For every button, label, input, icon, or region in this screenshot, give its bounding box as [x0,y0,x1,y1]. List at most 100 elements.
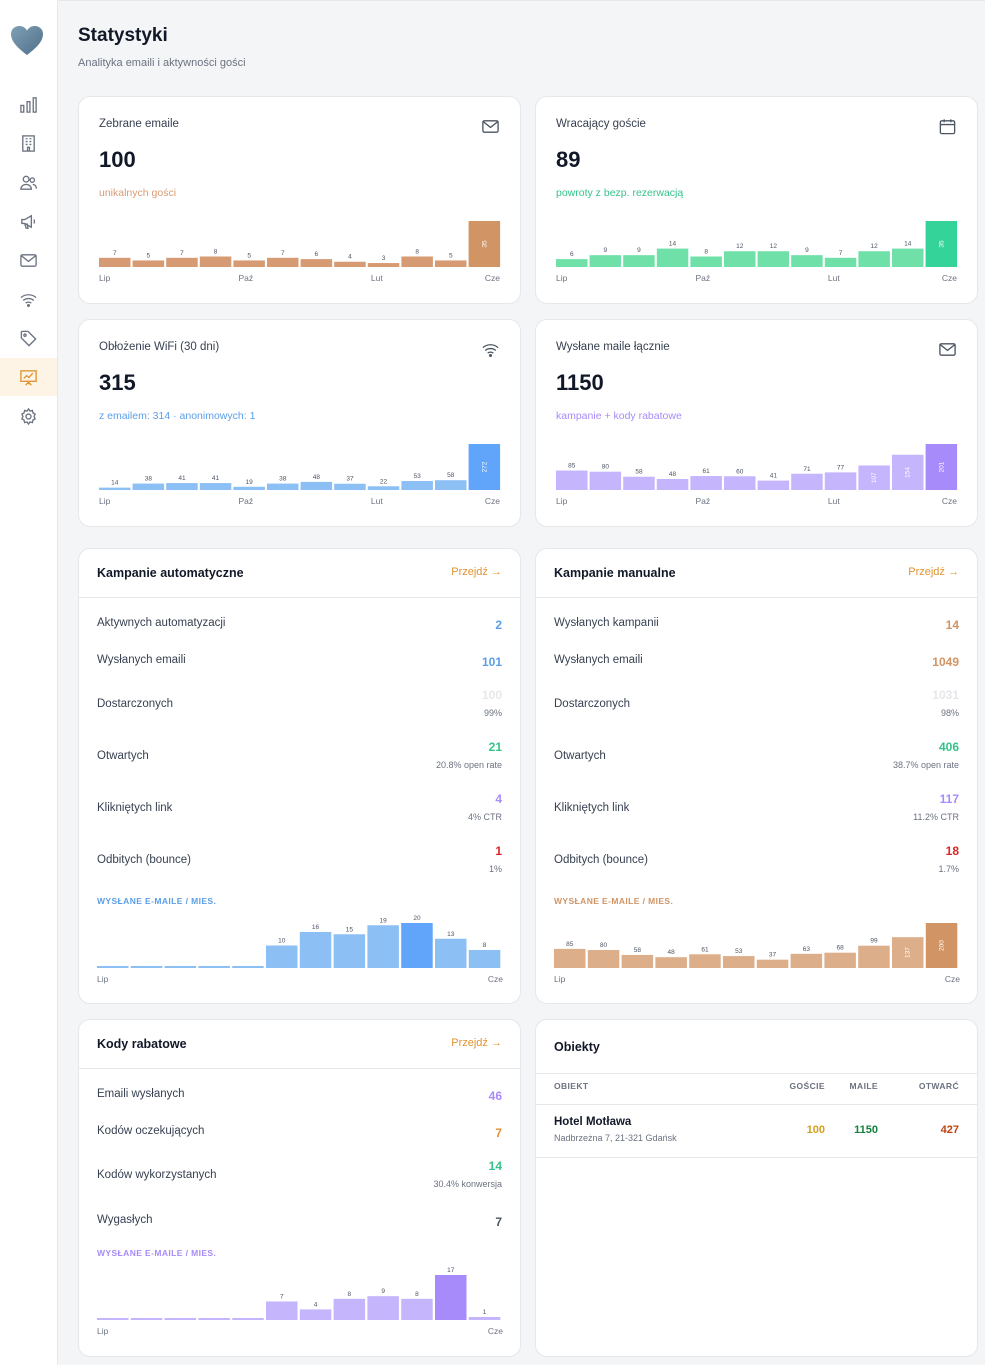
bar [267,483,299,490]
bar [299,1309,332,1320]
bar [556,259,588,267]
returning-bar-chart: 6 9 9 14 8 12 12 9 7 12 14 35 Lip Paź Lut Cze [556,221,957,283]
bar [232,1318,264,1320]
object-guests: 100 [806,1124,825,1136]
x-axis-label: Cze [485,496,500,506]
main-content: Statystyki Analityka emaili i aktywności… [59,0,985,1365]
bar-label: 201 [938,461,945,472]
stat-label: Zebrane emaile [99,118,179,130]
bar-label: 38 [279,476,287,483]
bar-label: 14 [111,480,119,487]
nav-wifi[interactable] [0,280,57,318]
nav-mail[interactable] [0,241,57,279]
metric-value: 117 [939,792,959,806]
mail-icon [939,343,956,356]
metric-label: Klikniętych link [97,802,173,814]
bar-label: 8 [415,1291,419,1298]
bar-label: 37 [769,952,777,959]
bar [621,954,654,968]
divider [536,1073,977,1074]
bar-label: 8 [415,248,419,255]
bar-label: 7 [839,250,843,257]
bar [233,260,265,267]
x-axis-label: Lut [371,496,383,506]
x-axis-label: Cze [942,273,957,283]
nav-guests[interactable] [0,163,57,201]
bar-label: 7 [113,250,117,257]
stat-card-wifi: Obłożenie WiFi (30 dni) 315 z emailem: 3… [78,319,521,527]
metric-value: 14 [488,1159,502,1173]
heart-logo[interactable] [10,24,44,58]
bar [97,966,129,968]
nav-stats-bars[interactable] [0,85,57,123]
metric-value: 7 [495,1126,502,1140]
bar [468,950,501,968]
metric-value: 406 [938,740,959,754]
metric-label: Wysłanych emaili [97,654,186,666]
table-row[interactable]: Hotel Motława Nadbrzeżna 7, 21-321 Gdańs… [536,1105,977,1157]
bar [587,950,620,968]
metric-label: Wygasłych [97,1214,153,1226]
stat-card-sent-mails: Wysłane maile łącznie 1150 kampanie + ko… [535,319,978,527]
bar [756,959,789,968]
bar [266,945,298,968]
bar-label: 22 [380,478,388,485]
bar [233,486,265,490]
bar [267,257,299,267]
manual-campaigns-card: Kampanie manualne Przejdź → Wysłanych ka… [535,548,978,1004]
goto-link[interactable]: Przejdź → [451,1037,502,1049]
bar [858,945,890,968]
bar-label: 8 [214,248,218,255]
bar-label: 48 [313,474,321,481]
bar-label: 8 [704,248,708,255]
bar [724,476,756,490]
bar [401,923,433,968]
metric-value: 46 [488,1089,502,1103]
bar-label: 58 [634,947,642,954]
nav-statistics[interactable] [0,358,57,396]
bar-label: 4 [348,254,352,261]
bar-label: 8 [483,942,487,949]
nav-discounts[interactable] [0,319,57,357]
nav-campaigns[interactable] [0,202,57,240]
bar-label: 200 [939,940,946,951]
bar-label: 80 [602,464,610,471]
bar [723,956,755,968]
bar [367,486,400,490]
metric-value: 2 [495,618,502,632]
bar-label: 20 [413,915,421,922]
mail-icon [20,253,37,267]
metric-label: Emaili wysłanych [97,1088,185,1100]
bar [724,251,756,267]
nav-buildings[interactable] [0,124,57,162]
goto-link[interactable]: Przejdź → [908,566,959,578]
stat-card-returning: Wracający goście 89 powroty z bezp. reze… [535,96,978,304]
x-axis-label: Paź [238,273,253,283]
auto-campaigns-card: Kampanie automatyczne Przejdź → Aktywnyc… [78,548,521,1004]
nav-settings[interactable] [0,397,57,435]
bar [858,251,890,267]
bar [689,954,721,968]
bar [892,248,924,267]
chart-title: WYSŁANE E-MAILE / MIES. [97,896,217,906]
divider [536,1157,977,1158]
metric-value: 4 [495,792,502,806]
x-axis-label: Cze [942,496,957,506]
metric-note: 98% [940,708,959,718]
bar [132,483,165,490]
metric-label: Otwartych [97,750,149,762]
bar-label: 5 [147,252,151,259]
bar-label: 77 [837,464,845,471]
chart-title: WYSŁANE E-MAILE / MIES. [97,1248,217,1258]
bar [132,260,165,267]
bar-label: 15 [346,926,354,933]
page-subtitle: Analityka emaili i aktywności gości [78,57,246,69]
bar [300,259,333,267]
bar [401,1298,433,1320]
stat-subtitle: z emailem: 314 · anonimowych: 1 [99,410,256,422]
bar [824,472,857,490]
goto-link[interactable]: Przejdź → [451,566,502,578]
users-icon [20,175,38,190]
section-header: Kody rabatowe Przejdź → [79,1020,520,1069]
x-axis-label: Paź [695,496,710,506]
